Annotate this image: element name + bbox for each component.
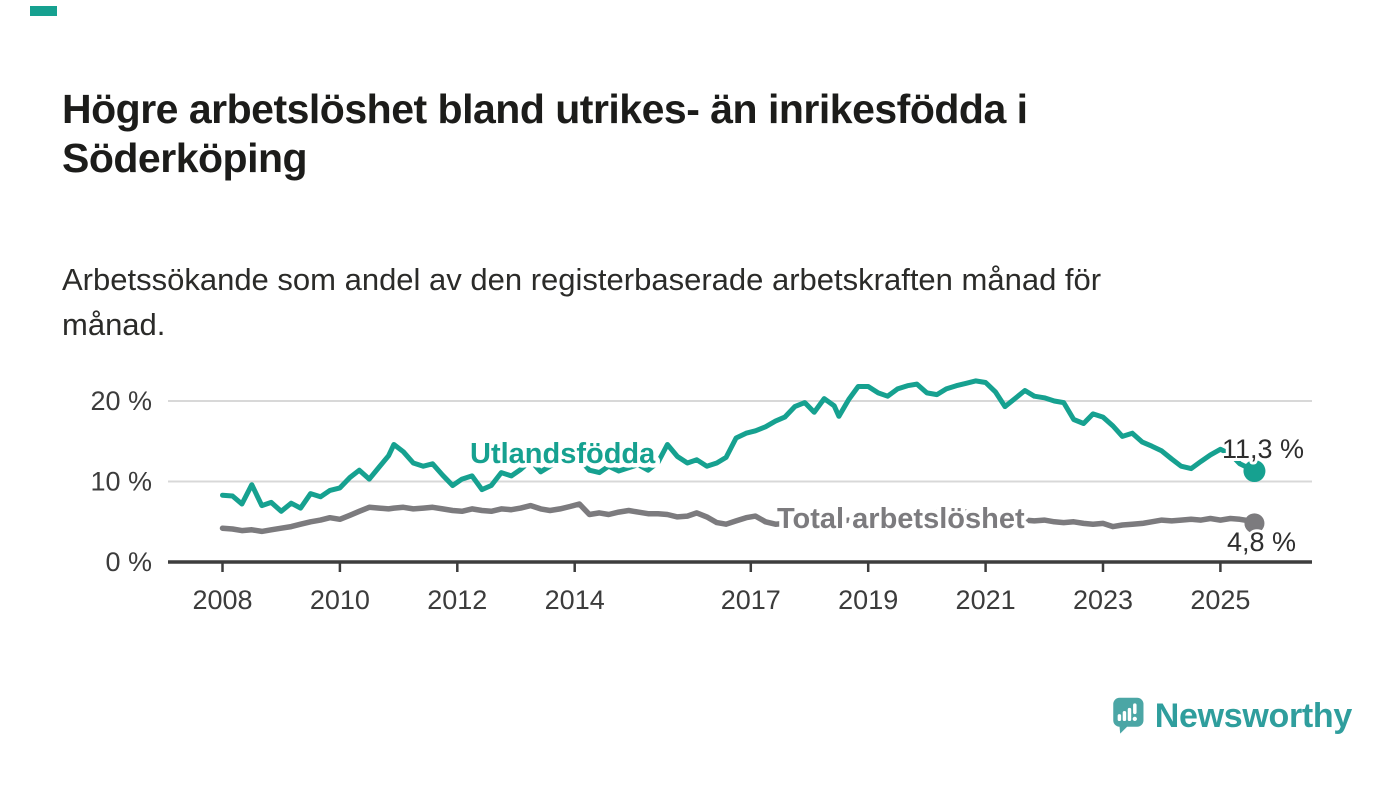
page-subtitle: Arbetssökande som andel av den registerb… <box>62 262 1102 342</box>
series-label-0: Utlandsfödda <box>470 438 656 470</box>
logo-bar-3 <box>1127 707 1132 722</box>
newsworthy-logo: Newsworthy <box>1112 684 1352 748</box>
series-end-dot-1 <box>1244 513 1265 534</box>
x-tick-label: 2014 <box>545 585 605 615</box>
end-value-label-0: 11,3 % <box>1222 434 1304 464</box>
logo-bar-1 <box>1117 714 1122 722</box>
x-tick-label: 2012 <box>427 585 487 615</box>
x-tick-label: 2025 <box>1190 585 1250 615</box>
x-tick-label: 2023 <box>1073 585 1133 615</box>
x-tick-label: 2010 <box>310 585 370 615</box>
x-tick-label: 2019 <box>838 585 898 615</box>
y-tick-label: 20 % <box>90 386 152 416</box>
page-title: Högre arbetslöshet bland utrikes- än inr… <box>62 86 1028 182</box>
series-line-1 <box>219 501 1258 535</box>
x-tick-label: 2008 <box>192 585 252 615</box>
series-end-dot-0 <box>1243 460 1266 483</box>
logo-exclamation-bar <box>1133 703 1137 715</box>
y-tick-label: 10 % <box>90 467 152 497</box>
newsworthy-logo-icon <box>1113 697 1144 734</box>
x-tick-label: 2017 <box>721 585 781 615</box>
newsworthy-logo-text: Newsworthy <box>1154 696 1353 735</box>
series-line-0 <box>220 378 1257 514</box>
x-tick-label: 2021 <box>956 585 1016 615</box>
end-value-label-1: 4,8 % <box>1227 527 1296 557</box>
brand-accent-mark <box>30 6 57 16</box>
y-tick-label: 0 % <box>105 547 152 577</box>
series-label-1: Total arbetslöshet <box>777 503 1025 535</box>
logo-bar-2 <box>1122 710 1127 722</box>
logo-exclamation-dot <box>1132 716 1137 721</box>
